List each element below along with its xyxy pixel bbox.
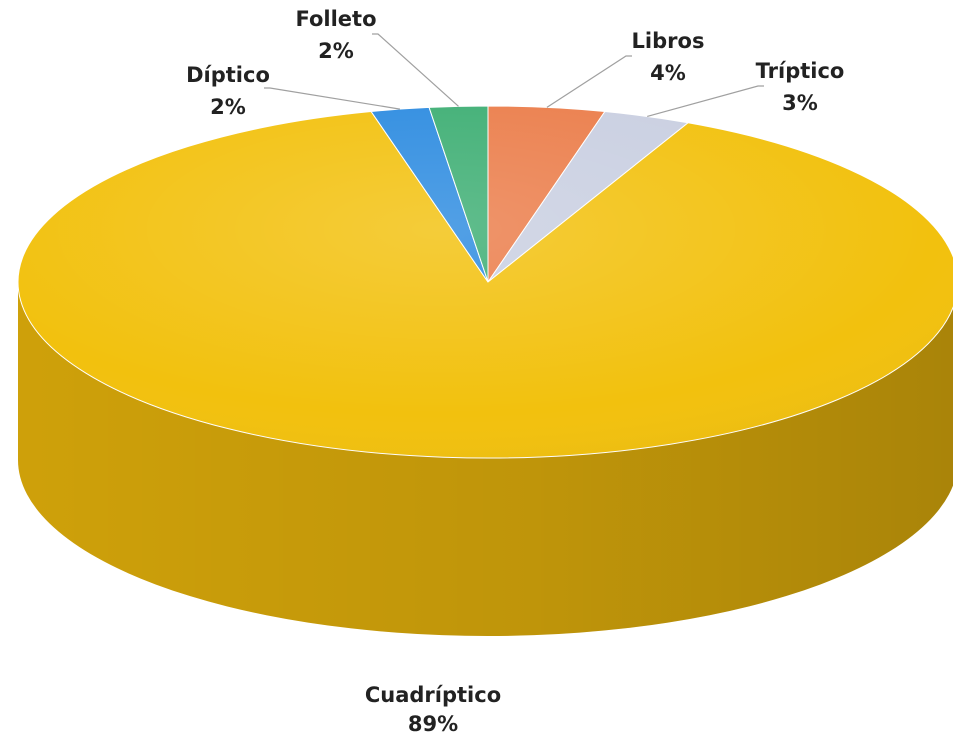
- slice-label-name: Libros: [632, 29, 705, 53]
- slice-label-triptico: Tríptico 3%: [756, 59, 845, 115]
- slice-label-cuadriptico: Cuadríptico 89%: [365, 683, 501, 736]
- leader-line: [647, 85, 764, 117]
- slice-label-value: 2%: [210, 95, 246, 119]
- slice-label-folleto: Folleto 2%: [295, 7, 376, 63]
- pie-side-shade: [18, 282, 953, 636]
- slice-label-name: Díptico: [186, 63, 270, 87]
- leader-line: [372, 33, 459, 107]
- slice-label-name: Folleto: [295, 7, 376, 31]
- slice-label-value: 3%: [782, 91, 818, 115]
- slice-label-name: Tríptico: [756, 59, 845, 83]
- leader-line: [546, 55, 632, 108]
- slice-label-libros: Libros 4%: [632, 29, 705, 85]
- leader-lines: [264, 33, 764, 117]
- slice-label-value: 4%: [650, 61, 686, 85]
- slice-label-name: Cuadríptico: [365, 683, 501, 707]
- slice-label-value: 89%: [408, 712, 458, 736]
- pie-top-highlight: [18, 106, 953, 458]
- leader-line: [264, 87, 401, 110]
- slice-label-value: 2%: [318, 39, 354, 63]
- slice-label-diptico: Díptico 2%: [186, 63, 270, 119]
